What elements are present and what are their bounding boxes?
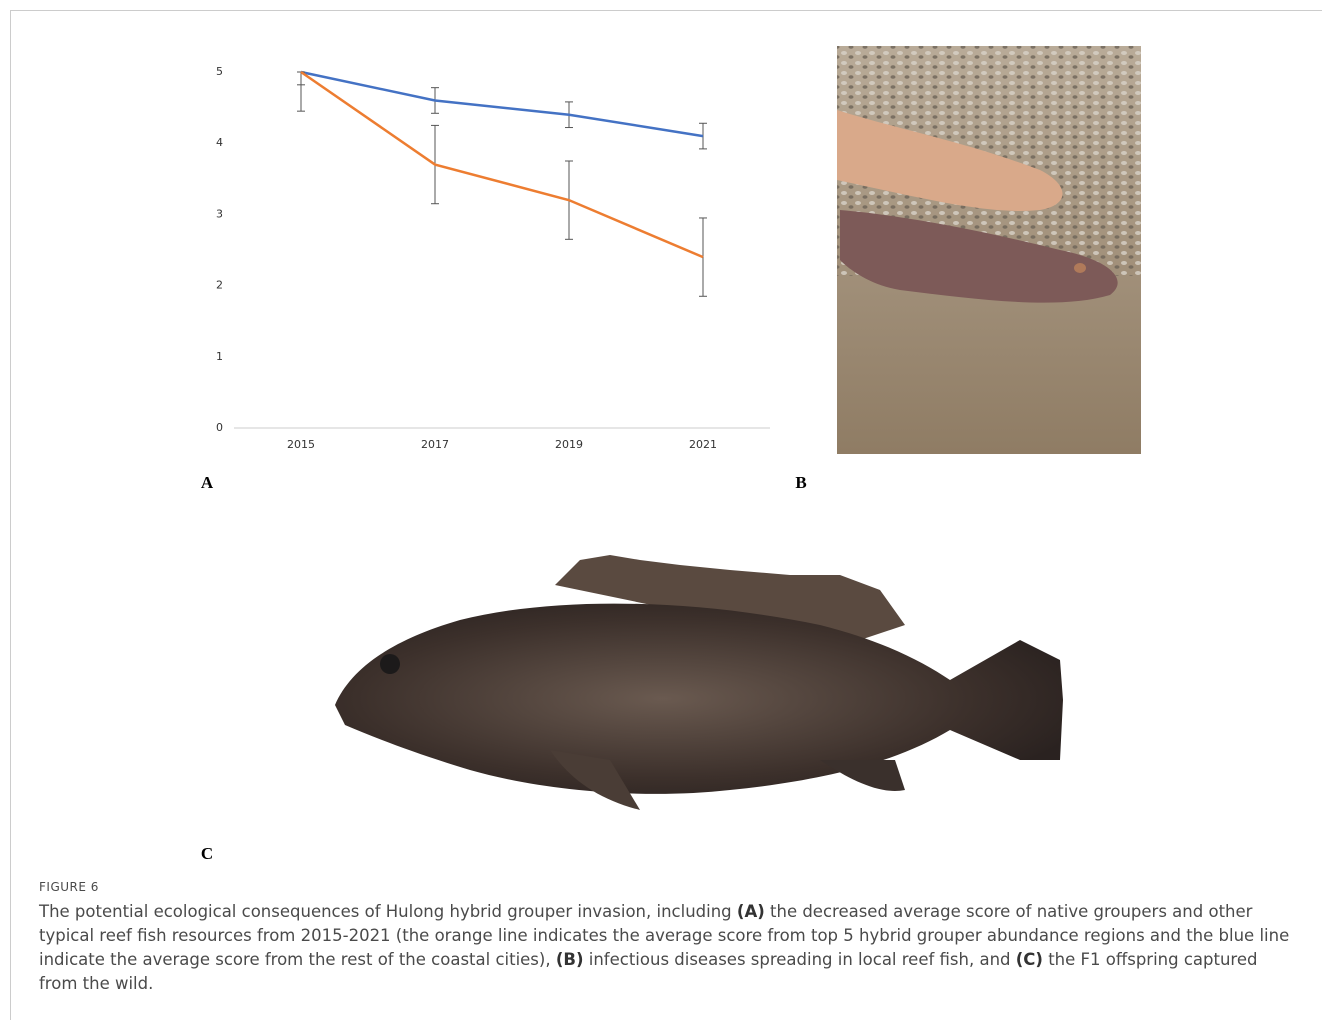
- y-tick-label: 0: [216, 421, 223, 434]
- caption-part: (B): [556, 950, 584, 969]
- caption-part: (C): [1016, 950, 1043, 969]
- y-tick-label: 1: [216, 350, 223, 363]
- photo-c: [335, 555, 1063, 810]
- caption: FIGURE 6 The potential ecological conseq…: [39, 880, 1299, 996]
- x-tick-label: 2017: [421, 438, 449, 451]
- caption-text: The potential ecological consequences of…: [39, 900, 1299, 996]
- series-line: [301, 72, 703, 257]
- panel-label: C: [201, 844, 213, 863]
- x-tick-label: 2021: [689, 438, 717, 451]
- panel-label: B: [795, 473, 806, 492]
- y-tick-label: 4: [216, 136, 223, 149]
- error-bar: [297, 72, 305, 111]
- caption-part: The potential ecological consequences of…: [39, 902, 737, 921]
- page: 0 1 2 3 4 5 2015 2017 2019 2021 A B C FIGURE 6 The p…: [0, 0, 1322, 1020]
- caption-part: infectious diseases spreading in local r…: [584, 950, 1016, 969]
- panel-label: A: [201, 473, 214, 492]
- y-tick-label: 2: [216, 279, 223, 292]
- figure: 0 1 2 3 4 5 2015 2017 2019 2021 A B C: [0, 0, 1322, 870]
- y-tick-label: 3: [216, 207, 223, 220]
- photo-b: [837, 46, 1141, 454]
- x-tick-label: 2019: [555, 438, 583, 451]
- series-line: [301, 72, 703, 136]
- figure-label: FIGURE 6: [39, 880, 1299, 894]
- caption-part: (A): [737, 902, 765, 921]
- y-tick-label: 5: [216, 65, 223, 78]
- x-tick-label: 2015: [287, 438, 315, 451]
